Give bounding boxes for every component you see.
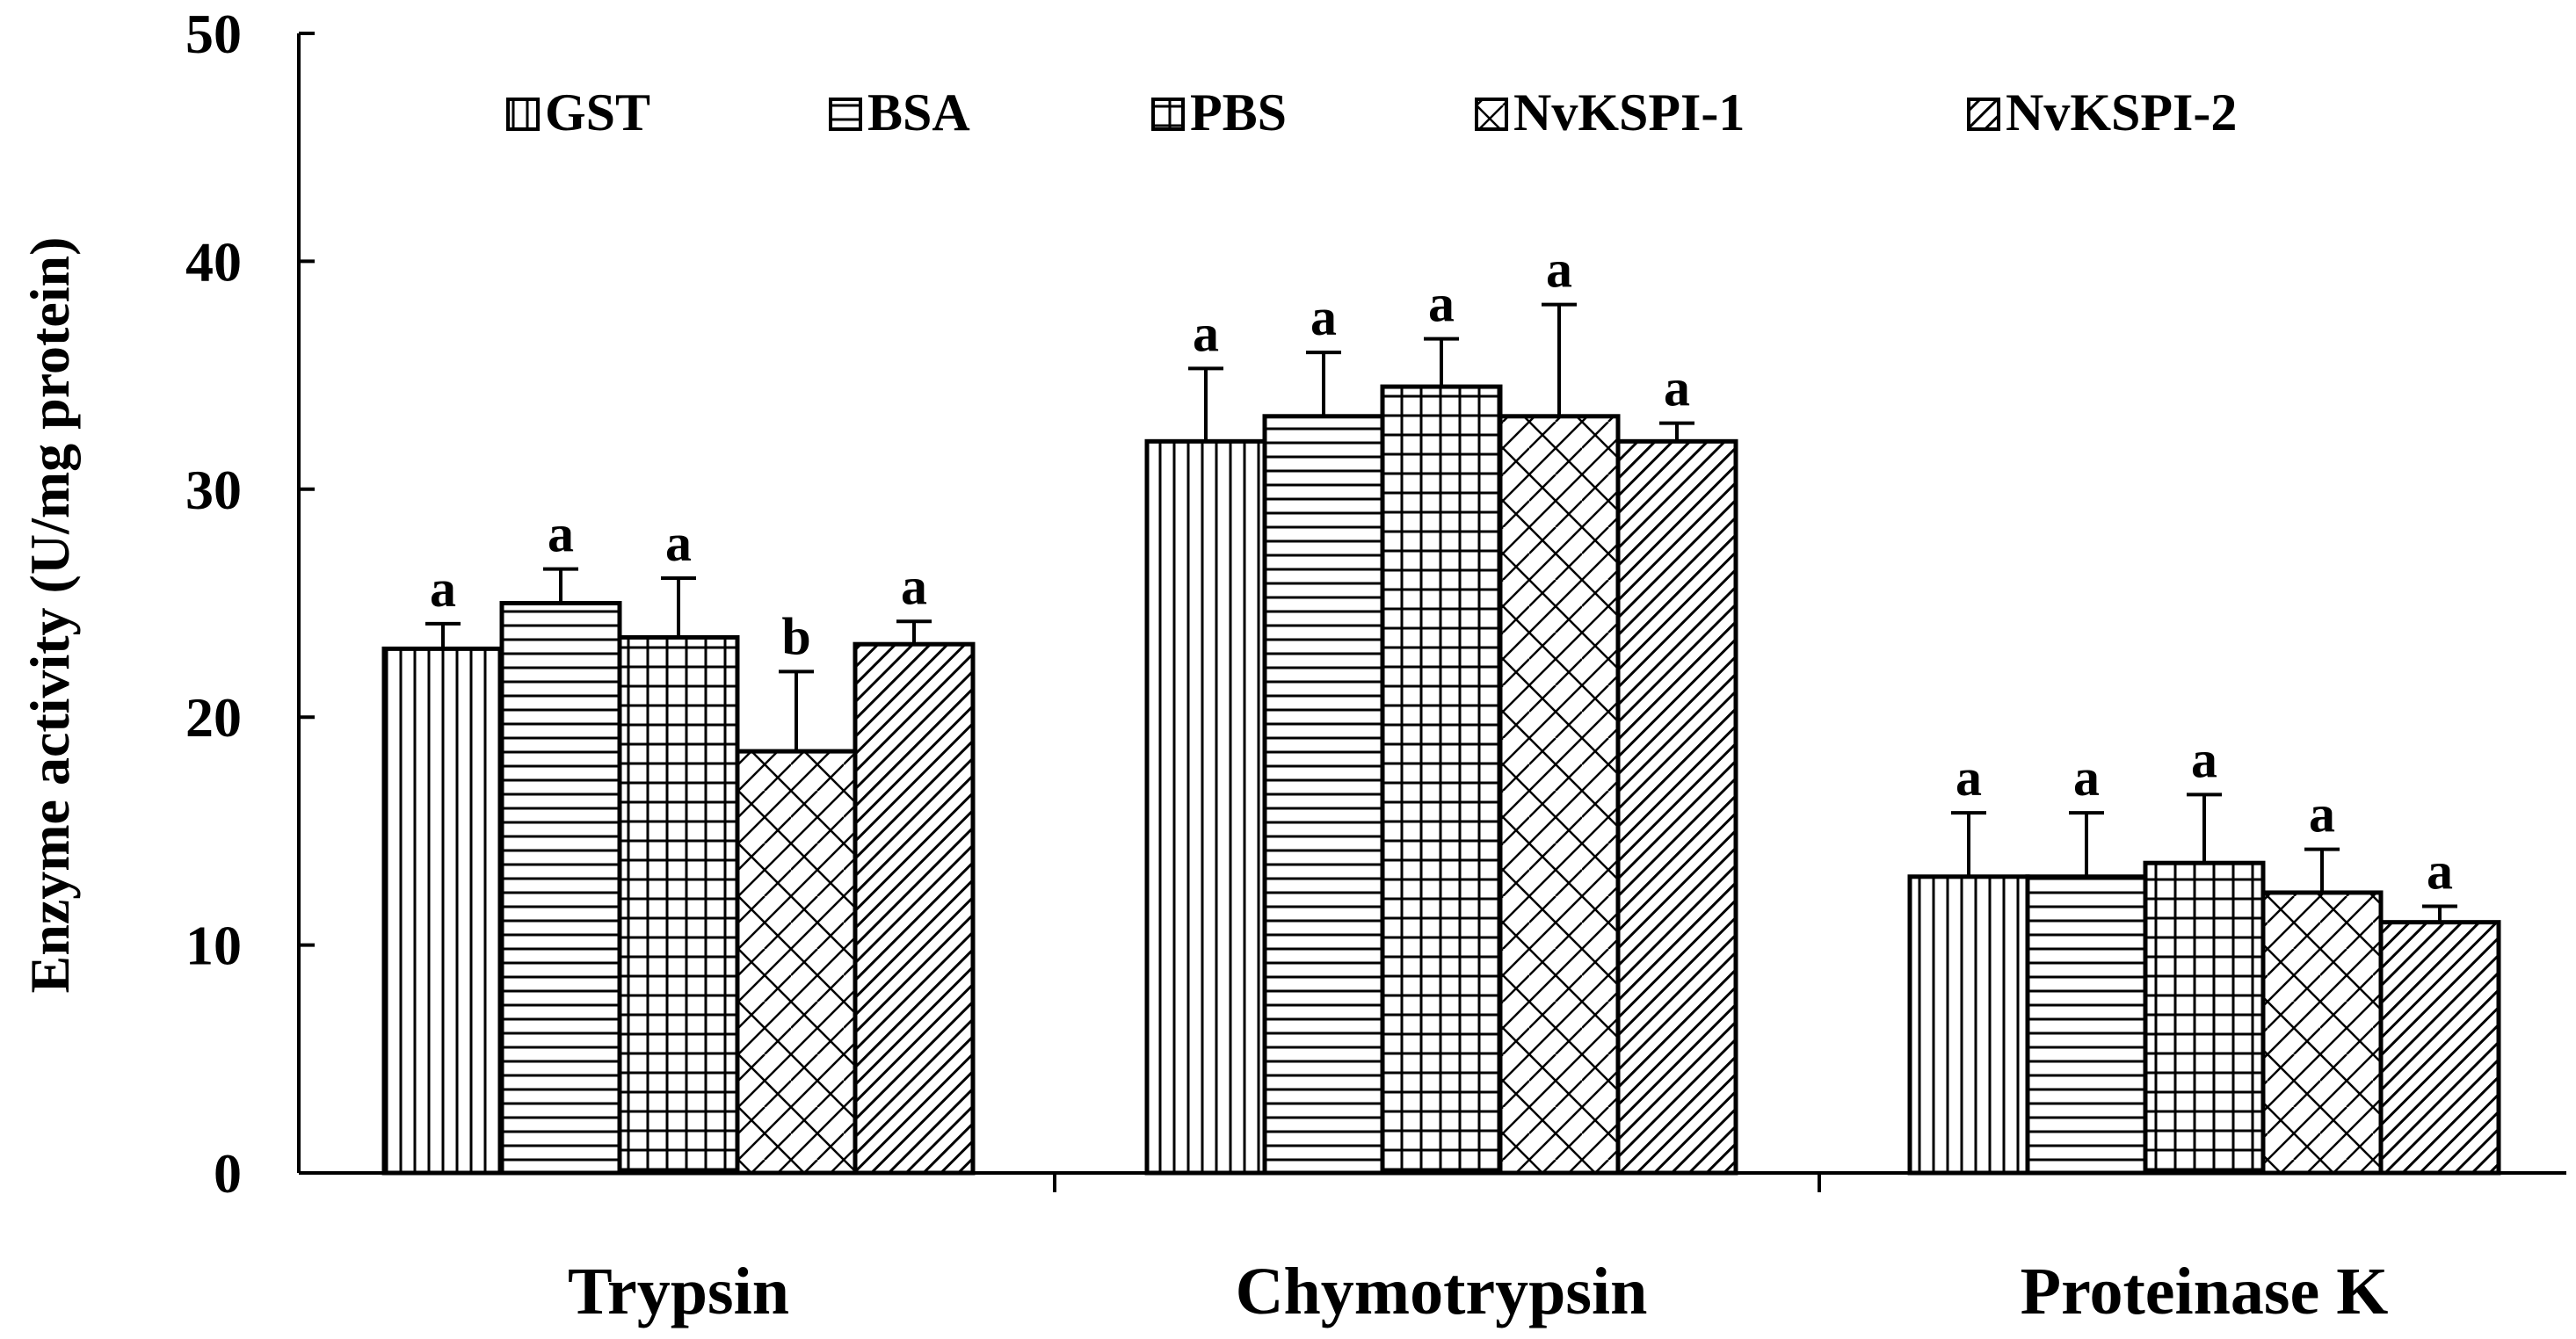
legend-swatch — [1151, 98, 1185, 131]
legend-swatch — [1967, 98, 2000, 131]
bar — [2025, 874, 2148, 1176]
significance-label: a — [2191, 730, 2217, 788]
significance-label: a — [1664, 359, 1690, 417]
bars: a a a a a a a a a b a a a a a — [381, 241, 2501, 1176]
legend-label: BSA — [867, 83, 970, 141]
bar — [735, 749, 858, 1176]
significance-label: a — [665, 514, 692, 572]
bar — [1615, 438, 1738, 1176]
legend-swatch — [829, 98, 862, 131]
significance-label: a — [901, 557, 927, 615]
significance-label: a — [548, 505, 574, 563]
significance-label: a — [1428, 275, 1455, 333]
y-ticks: 0 10 20 30 40 50 — [185, 3, 315, 1205]
legend: GST BSA PBS NvKSPI-1 NvKSPI-2 — [506, 83, 2237, 141]
significance-label: a — [2073, 749, 2100, 807]
bar — [1907, 874, 2030, 1176]
x-category-label: Proteinase K — [2021, 1255, 2389, 1328]
significance-label: a — [2309, 785, 2335, 843]
significance-label: b — [781, 607, 810, 665]
significance-label: a — [1956, 749, 1982, 807]
bar — [1262, 414, 1385, 1176]
significance-label: a — [1193, 304, 1219, 362]
x-ticks: Trypsin Chymotrypsin Proteinase K — [568, 1173, 2388, 1328]
y-tick-label: 50 — [185, 3, 242, 65]
x-category-label: Trypsin — [568, 1255, 789, 1328]
legend-label: PBS — [1190, 83, 1287, 141]
significance-label: a — [1310, 288, 1337, 346]
bar — [381, 646, 504, 1176]
bar — [499, 601, 622, 1176]
bar — [1380, 384, 1503, 1176]
bar — [2260, 890, 2384, 1176]
legend-label: NvKSPI-2 — [2006, 83, 2237, 141]
significance-label: a — [430, 560, 456, 618]
bar — [2378, 920, 2501, 1176]
y-tick-label: 10 — [185, 915, 242, 977]
legend-label: NvKSPI-1 — [1513, 83, 1745, 141]
x-category-label: Chymotrypsin — [1236, 1255, 1648, 1328]
y-tick-label: 40 — [185, 230, 242, 293]
significance-label: a — [2427, 843, 2453, 901]
significance-label: a — [1546, 241, 1572, 299]
y-tick-label: 30 — [185, 459, 242, 521]
bar — [2143, 860, 2266, 1176]
y-tick-label: 20 — [185, 686, 242, 749]
bar — [1498, 414, 1621, 1176]
legend-swatch — [1475, 98, 1508, 131]
legend-swatch — [506, 98, 540, 131]
bar — [617, 634, 740, 1176]
bar — [853, 641, 976, 1176]
y-axis-label: Enzyme activity (U/mg protein) — [18, 237, 81, 994]
y-tick-label: 0 — [214, 1142, 242, 1205]
bar — [1144, 438, 1267, 1176]
legend-label: GST — [545, 83, 650, 141]
